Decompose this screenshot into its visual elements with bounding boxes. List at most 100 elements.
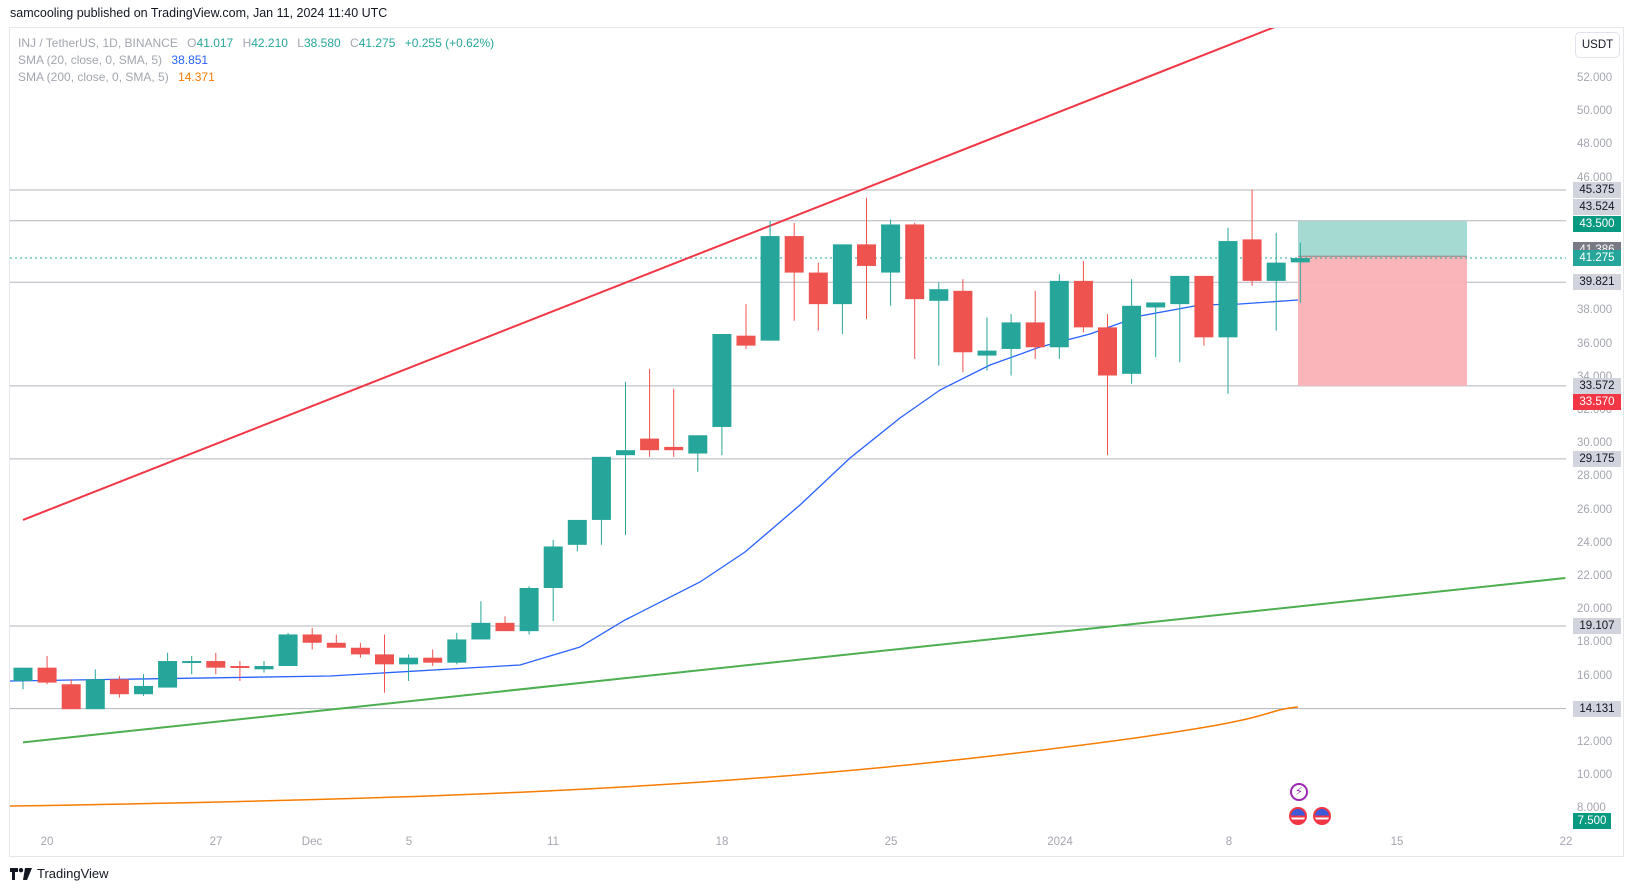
candle-up xyxy=(929,289,949,301)
lightning-event-icon[interactable]: ⚡︎ xyxy=(1290,783,1308,801)
candle-down xyxy=(1025,322,1045,348)
sma200-line xyxy=(10,706,1299,807)
candle-up xyxy=(1266,262,1286,281)
candle-down xyxy=(326,642,346,648)
price-tick: 26.000 xyxy=(1577,503,1613,516)
candle-up xyxy=(134,685,153,695)
time-tick: 8 xyxy=(1225,836,1233,848)
candle-down xyxy=(375,654,394,665)
candle-down xyxy=(350,647,370,655)
legend-sma200-row[interactable]: SMA (200, close, 0, SMA, 5) 14.371 xyxy=(18,69,500,86)
candle-down xyxy=(423,657,443,663)
ohlc-close: C41.275 xyxy=(350,36,396,50)
price-label-hline: 45.375 xyxy=(1573,182,1621,198)
tradingview-wordmark: TradingView xyxy=(37,866,109,881)
time-tick: 27 xyxy=(209,836,223,848)
candle-down xyxy=(109,679,129,695)
sma200-value: 14.371 xyxy=(178,70,215,84)
time-tick: 18 xyxy=(715,836,729,848)
chart-frame xyxy=(9,27,1624,857)
candle-down xyxy=(1098,327,1117,376)
candle-down xyxy=(302,634,322,643)
time-tick: Dec xyxy=(301,836,323,848)
candle-up xyxy=(1122,305,1142,374)
time-tick: 25 xyxy=(884,836,898,848)
time-tick: 15 xyxy=(1390,836,1404,848)
price-tick: 12.000 xyxy=(1577,736,1613,749)
sma20-value: 38.851 xyxy=(171,53,209,67)
chart-legend: INJ / TetherUS, 1D, BINANCE O41.017 H42.… xyxy=(18,35,500,86)
ohlc-high: H42.210 xyxy=(242,36,288,50)
candle-down xyxy=(953,290,973,353)
time-tick: 22 xyxy=(1559,836,1573,848)
price-tick: 46.000 xyxy=(1577,171,1613,184)
candle-down xyxy=(37,667,57,683)
price-label-hline: 39.821 xyxy=(1573,274,1621,291)
tradingview-logo-icon xyxy=(10,867,32,880)
candle-up xyxy=(399,657,419,665)
candle-up xyxy=(1001,322,1021,349)
candle-up xyxy=(182,661,202,664)
candle-down xyxy=(206,661,226,668)
candle-down xyxy=(905,224,925,300)
legend-symbol-row: INJ / TetherUS, 1D, BINANCE O41.017 H42.… xyxy=(18,35,500,52)
time-tick: 2024 xyxy=(1047,836,1073,848)
candle-up xyxy=(1218,241,1238,338)
sma20-line xyxy=(10,299,1299,682)
candle-up xyxy=(543,546,563,588)
price-tick: 10.000 xyxy=(1577,769,1613,782)
price-label-last: 41.275 xyxy=(1573,250,1621,267)
candle-down xyxy=(808,272,828,305)
us-flag-event-icon[interactable] xyxy=(1289,807,1307,825)
candle-down xyxy=(664,446,684,451)
price-tick: 20.000 xyxy=(1577,603,1613,616)
price-label-stop: 33.570 xyxy=(1573,393,1621,410)
candle-down xyxy=(230,666,250,669)
currency-button[interactable]: USDT xyxy=(1575,32,1620,58)
price-tick: 8.000 xyxy=(1577,802,1606,815)
sma200-label: SMA (200, close, 0, SMA, 5) xyxy=(18,70,169,84)
resistance-trend-line xyxy=(22,28,1275,521)
long-position-stop-zone xyxy=(1298,256,1467,386)
price-tick: 30.000 xyxy=(1577,437,1613,450)
legend-sma20-row[interactable]: SMA (20, close, 0, SMA, 5) 38.851 xyxy=(18,52,500,69)
candle-down xyxy=(640,438,660,451)
candle-up xyxy=(832,244,852,305)
candle-up xyxy=(254,666,274,670)
support-trend-line xyxy=(22,577,1566,744)
candle-up xyxy=(712,334,732,427)
price-tick: 28.000 xyxy=(1577,470,1613,483)
price-tick: 52.000 xyxy=(1577,72,1613,85)
candle-down xyxy=(495,622,515,632)
price-tick: 50.000 xyxy=(1577,105,1613,118)
long-position-target-zone xyxy=(1298,221,1467,257)
candle-up xyxy=(1290,258,1310,263)
candle-up xyxy=(158,661,178,688)
candle-up xyxy=(1049,280,1069,348)
candle-up xyxy=(977,350,997,356)
symbol-label[interactable]: INJ / TetherUS, 1D, BINANCE xyxy=(18,36,178,50)
price-tick: 18.000 xyxy=(1577,636,1613,649)
price-label-target: 43.500 xyxy=(1573,216,1621,232)
price-tick: 48.000 xyxy=(1577,138,1613,151)
candle-down xyxy=(61,684,81,710)
time-tick: 5 xyxy=(405,836,413,848)
price-tick: 24.000 xyxy=(1577,536,1613,549)
candle-up xyxy=(13,667,33,681)
ohlc-change: +0.255 (+0.62%) xyxy=(404,36,495,50)
candle-up xyxy=(447,639,467,663)
price-tick: 16.000 xyxy=(1577,669,1613,682)
candle-up xyxy=(1146,302,1166,308)
price-label-hline: 29.175 xyxy=(1573,450,1621,467)
candle-up xyxy=(1170,275,1190,305)
price-label-bottom: 7.500 xyxy=(1573,813,1611,829)
price-tick: 36.000 xyxy=(1577,337,1613,350)
candle-down xyxy=(1073,280,1093,328)
ohlc-low: L38.580 xyxy=(297,36,341,50)
candle-up xyxy=(567,519,587,545)
us-flag-event-icon[interactable] xyxy=(1313,807,1331,825)
sma20-label: SMA (20, close, 0, SMA, 5) xyxy=(18,53,163,67)
candle-down xyxy=(784,236,804,273)
tradingview-logo[interactable]: TradingView xyxy=(10,866,109,881)
